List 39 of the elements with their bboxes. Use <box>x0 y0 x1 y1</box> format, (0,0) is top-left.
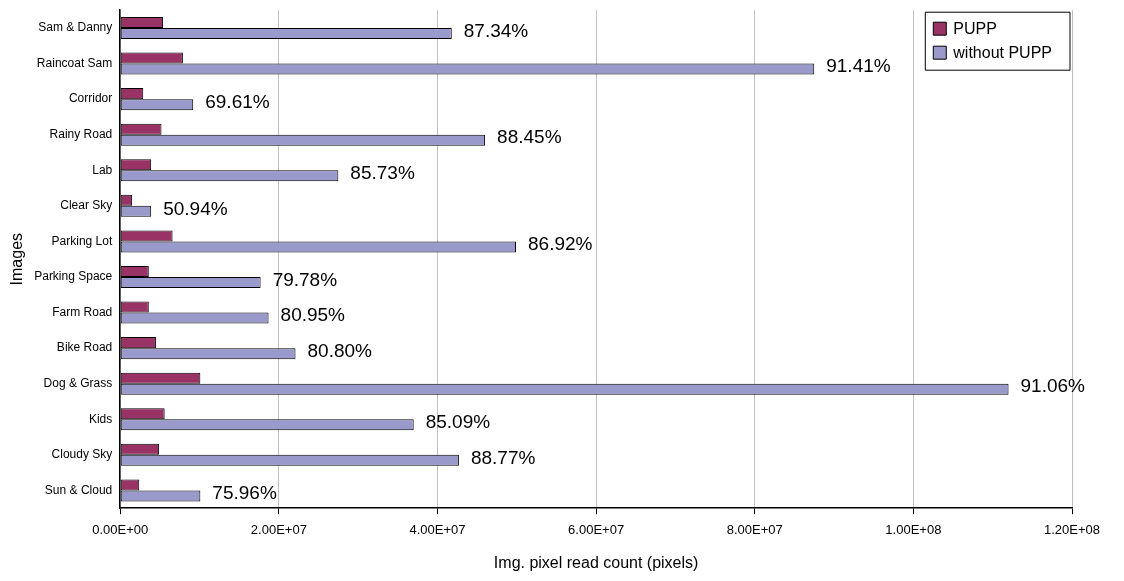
y-tick-label: Cloudy Sky <box>51 447 113 462</box>
annotation: 85.73% <box>350 162 415 184</box>
annotation: 91.06% <box>1020 375 1086 397</box>
y-tick-label: Corridor <box>68 91 113 106</box>
legend-label: without PUPP <box>952 43 1053 61</box>
annotation: 85.09% <box>425 411 491 433</box>
y-tick-label: Clear Sky <box>60 198 113 213</box>
annotation: 69.61% <box>205 90 270 112</box>
annotation: 75.96% <box>212 482 277 504</box>
y-tick-label: Sam & Danny <box>38 20 113 35</box>
annotation: 80.80% <box>307 339 373 361</box>
y-tick-label: Farm Road <box>52 304 113 319</box>
legend-label: PUPP <box>953 19 997 37</box>
y-tick-label: Raincoat Sam <box>36 55 113 70</box>
y-tick-label: Lab <box>92 162 113 177</box>
y-tick-label: Bike Road <box>56 340 113 355</box>
annotation: 91.41% <box>826 55 891 77</box>
y-tick-label: Sun & Cloud <box>44 482 113 497</box>
annotation: 50.94% <box>163 197 228 219</box>
x-tick-label: 0.00E+00 <box>92 521 149 537</box>
x-tick-label: 6.00E+07 <box>568 521 625 537</box>
x-tick-label: 2.00E+07 <box>250 521 307 537</box>
annotation: 86.92% <box>528 233 593 255</box>
x-tick-label: 4.00E+07 <box>409 521 466 537</box>
y-tick-label: Parking Lot <box>51 233 113 248</box>
x-axis-title: Img. pixel read count (pixels) <box>493 553 699 571</box>
y-axis-title: Images <box>8 232 26 286</box>
y-tick-label: Dog & Grass <box>43 376 113 391</box>
annotation: 88.45% <box>497 126 562 148</box>
annotation: 88.77% <box>470 446 536 468</box>
y-tick-label: Kids <box>88 411 113 426</box>
x-tick-label: 1.00E+08 <box>885 521 942 537</box>
annotation: 79.78% <box>272 268 338 290</box>
annotation: 87.34% <box>463 19 529 41</box>
annotation: 80.95% <box>280 304 346 326</box>
x-tick-label: 1.20E+08 <box>1043 521 1101 537</box>
x-tick-label: 8.00E+07 <box>726 521 783 537</box>
y-tick-label: Parking Space <box>34 269 113 284</box>
y-tick-label: Rainy Road <box>49 127 113 142</box>
